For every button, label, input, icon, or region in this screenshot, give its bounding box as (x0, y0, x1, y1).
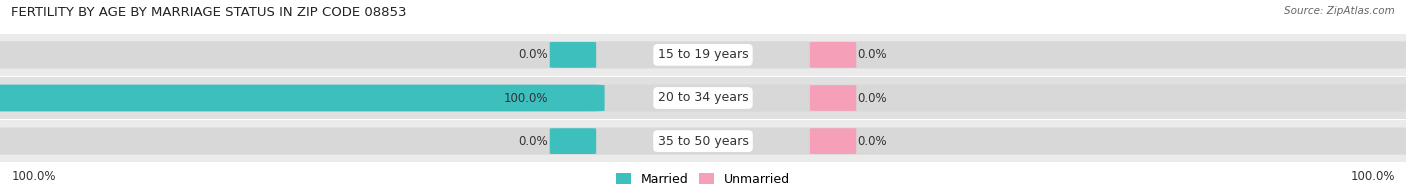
Text: 0.0%: 0.0% (858, 92, 887, 104)
Text: 15 to 19 years: 15 to 19 years (658, 48, 748, 61)
Text: Source: ZipAtlas.com: Source: ZipAtlas.com (1284, 6, 1395, 16)
FancyBboxPatch shape (810, 85, 856, 111)
Text: 20 to 34 years: 20 to 34 years (658, 92, 748, 104)
FancyBboxPatch shape (0, 85, 605, 111)
Text: FERTILITY BY AGE BY MARRIAGE STATUS IN ZIP CODE 08853: FERTILITY BY AGE BY MARRIAGE STATUS IN Z… (11, 6, 406, 19)
Text: 100.0%: 100.0% (1350, 170, 1395, 183)
Text: 0.0%: 0.0% (858, 48, 887, 61)
Text: 100.0%: 100.0% (503, 92, 548, 104)
Text: 35 to 50 years: 35 to 50 years (658, 135, 748, 148)
FancyBboxPatch shape (550, 128, 596, 154)
Text: 0.0%: 0.0% (519, 48, 548, 61)
Text: 0.0%: 0.0% (519, 135, 548, 148)
FancyBboxPatch shape (550, 85, 596, 111)
Legend: Married, Unmarried: Married, Unmarried (616, 173, 790, 186)
FancyBboxPatch shape (0, 128, 1406, 155)
FancyBboxPatch shape (550, 42, 596, 68)
FancyBboxPatch shape (810, 42, 856, 68)
FancyBboxPatch shape (0, 84, 1406, 112)
FancyBboxPatch shape (810, 128, 856, 154)
Text: 100.0%: 100.0% (11, 170, 56, 183)
Text: 0.0%: 0.0% (858, 135, 887, 148)
FancyBboxPatch shape (0, 41, 1406, 68)
